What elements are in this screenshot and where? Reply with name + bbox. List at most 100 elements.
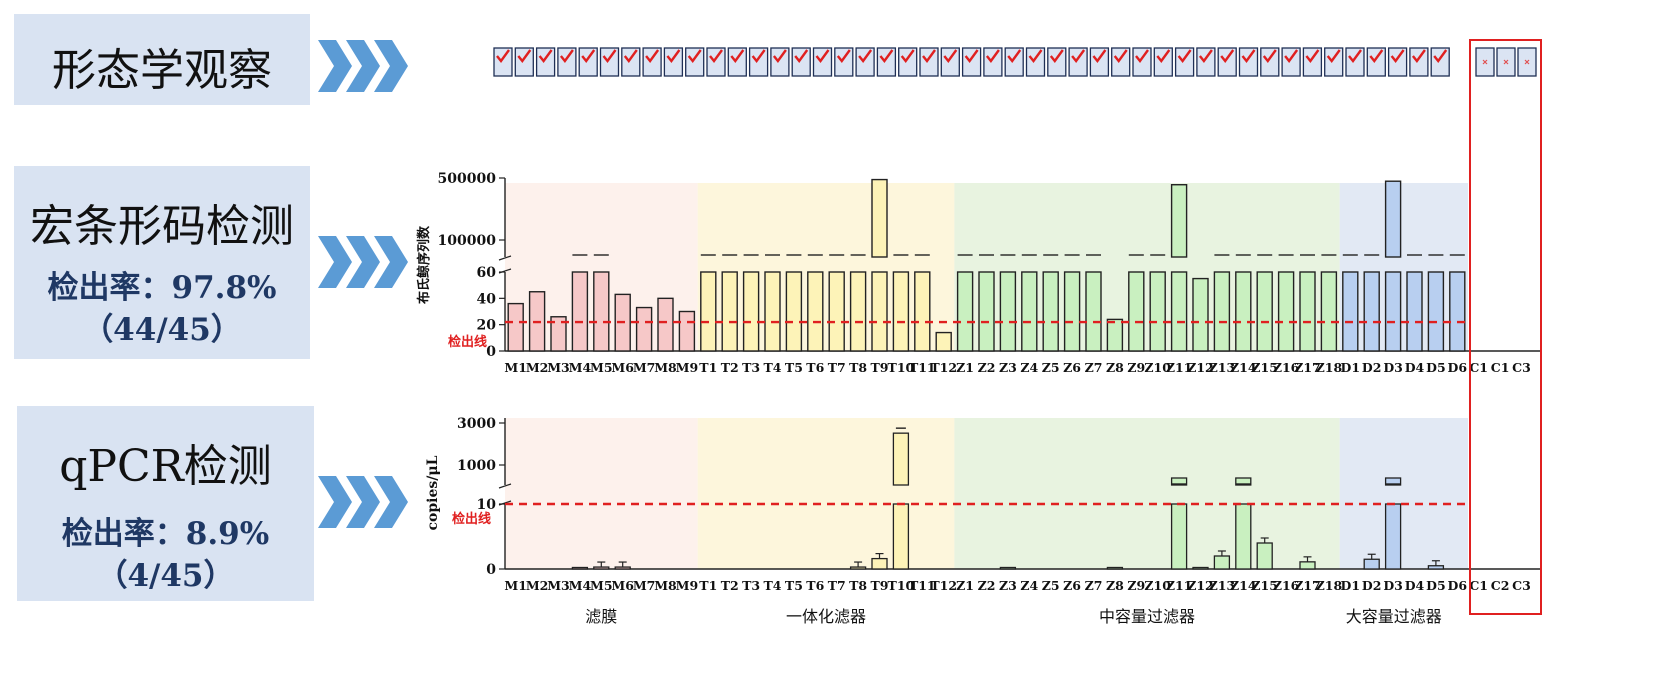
bar <box>1277 271 1295 352</box>
bar <box>1106 318 1124 352</box>
bar <box>1235 271 1252 352</box>
x-tick-label: Z8 <box>1106 578 1124 593</box>
x-tick-label: T3 <box>742 360 760 375</box>
qpcr-fraction: （4/45） <box>96 558 235 594</box>
morph-box <box>919 47 939 77</box>
x-tick-label: Z11 <box>1166 360 1193 375</box>
x-tick-label: D6 <box>1448 578 1468 593</box>
morph-box <box>1345 47 1365 77</box>
x-tick-label: Z8 <box>1106 360 1124 375</box>
axis-break <box>498 255 512 261</box>
x-tick-label: D5 <box>1426 578 1446 593</box>
x-tick-label: M4 <box>569 360 592 375</box>
x-tick-label: M6 <box>611 578 634 593</box>
x-tick-label: T3 <box>742 578 760 593</box>
bar <box>1149 271 1166 352</box>
barcode-rate: 检出率：97.8% <box>47 270 277 306</box>
chevron-icon <box>346 40 380 92</box>
x-tick-label: T5 <box>785 360 803 375</box>
x-tick-label: C1 <box>1491 360 1510 375</box>
bar <box>1384 503 1402 570</box>
bar <box>657 297 674 352</box>
morph-box <box>1260 47 1280 77</box>
check-icon <box>900 49 915 63</box>
morph-box <box>578 47 598 77</box>
morph-box <box>791 47 811 77</box>
chevron-icon <box>318 40 352 92</box>
x-tick-label: Z14 <box>1230 360 1257 375</box>
x-tick-label: T6 <box>806 578 824 593</box>
x-tick-label: D2 <box>1362 578 1382 593</box>
bar <box>507 302 524 352</box>
x-tick-label: Z17 <box>1294 360 1321 375</box>
bar <box>1085 271 1102 352</box>
morph-box <box>1004 47 1024 77</box>
x-tick-label: T1 <box>699 578 717 593</box>
morph-box <box>535 47 556 77</box>
control-frame <box>1469 39 1542 615</box>
morph-box <box>1302 47 1323 77</box>
morph-box <box>1281 47 1301 77</box>
x-tick-label: M7 <box>633 578 656 593</box>
group-label: 中容量过滤器 <box>1099 607 1195 626</box>
morph-box <box>1047 47 1067 77</box>
bar <box>593 271 610 352</box>
check-icon <box>943 49 958 63</box>
bar <box>678 310 696 352</box>
check-icon <box>1177 49 1192 63</box>
check-icon <box>1262 49 1277 63</box>
check-icon <box>666 49 681 63</box>
check-icon <box>1284 49 1299 63</box>
bar <box>914 271 931 352</box>
group-background <box>697 418 955 569</box>
check-icon <box>1348 49 1362 63</box>
qpcr-rate: 检出率：8.9% <box>61 516 270 552</box>
axis-break <box>498 483 512 489</box>
bar <box>721 271 738 352</box>
check-icon <box>815 49 830 63</box>
x-tick-label: Z16 <box>1273 360 1300 375</box>
x-tick-label: Z3 <box>999 360 1017 375</box>
x-tick-label: M5 <box>590 360 613 375</box>
y-tick-label: 40 <box>477 291 497 307</box>
check-icon <box>794 49 809 63</box>
bar <box>1363 271 1380 352</box>
x-tick-label: T12 <box>930 360 957 375</box>
x-tick-label: Z4 <box>1020 578 1038 593</box>
group-background <box>1339 183 1468 351</box>
x-tick-label: T7 <box>828 578 846 593</box>
check-icon <box>1220 49 1235 63</box>
x-tick-label: C3 <box>1512 578 1531 593</box>
chevron-icon <box>374 236 408 288</box>
check-icon <box>1135 49 1149 63</box>
morph-box <box>706 47 726 77</box>
check-icon <box>1305 49 1320 63</box>
morph-box <box>557 47 577 77</box>
group-label: 滤膜 <box>585 607 617 626</box>
group-labels: 滤膜 一体化滤器 中容量过滤器 大容量过滤器 <box>585 607 1442 626</box>
check-icon <box>964 49 979 63</box>
barcode-title: 宏条形码检测 <box>30 201 294 252</box>
bar <box>892 432 910 486</box>
barcode-label-box: 宏条形码检测 检出率：97.8% （44/45） <box>14 166 310 359</box>
x-tick-label: T2 <box>721 578 739 593</box>
check-icon <box>730 49 745 63</box>
check-icon <box>836 49 851 63</box>
check-icon <box>1326 49 1341 63</box>
bar <box>1363 558 1380 570</box>
bar <box>1299 561 1316 570</box>
cross-icon <box>1524 59 1530 65</box>
bar <box>1235 503 1252 570</box>
x-tick-label: Z16 <box>1273 578 1300 593</box>
x-tick-label: T10 <box>888 578 915 593</box>
check-icon <box>985 49 1000 63</box>
x-tick-label: D3 <box>1383 360 1403 375</box>
bar <box>807 271 824 352</box>
x-tick-label: Z18 <box>1316 578 1343 593</box>
cross-icon <box>1482 59 1488 65</box>
morph-box <box>876 47 897 77</box>
x-tick-label: M5 <box>590 578 613 593</box>
check-icon <box>1049 49 1064 63</box>
check-icon <box>1390 49 1405 63</box>
x-tick-label: Z6 <box>1063 578 1081 593</box>
